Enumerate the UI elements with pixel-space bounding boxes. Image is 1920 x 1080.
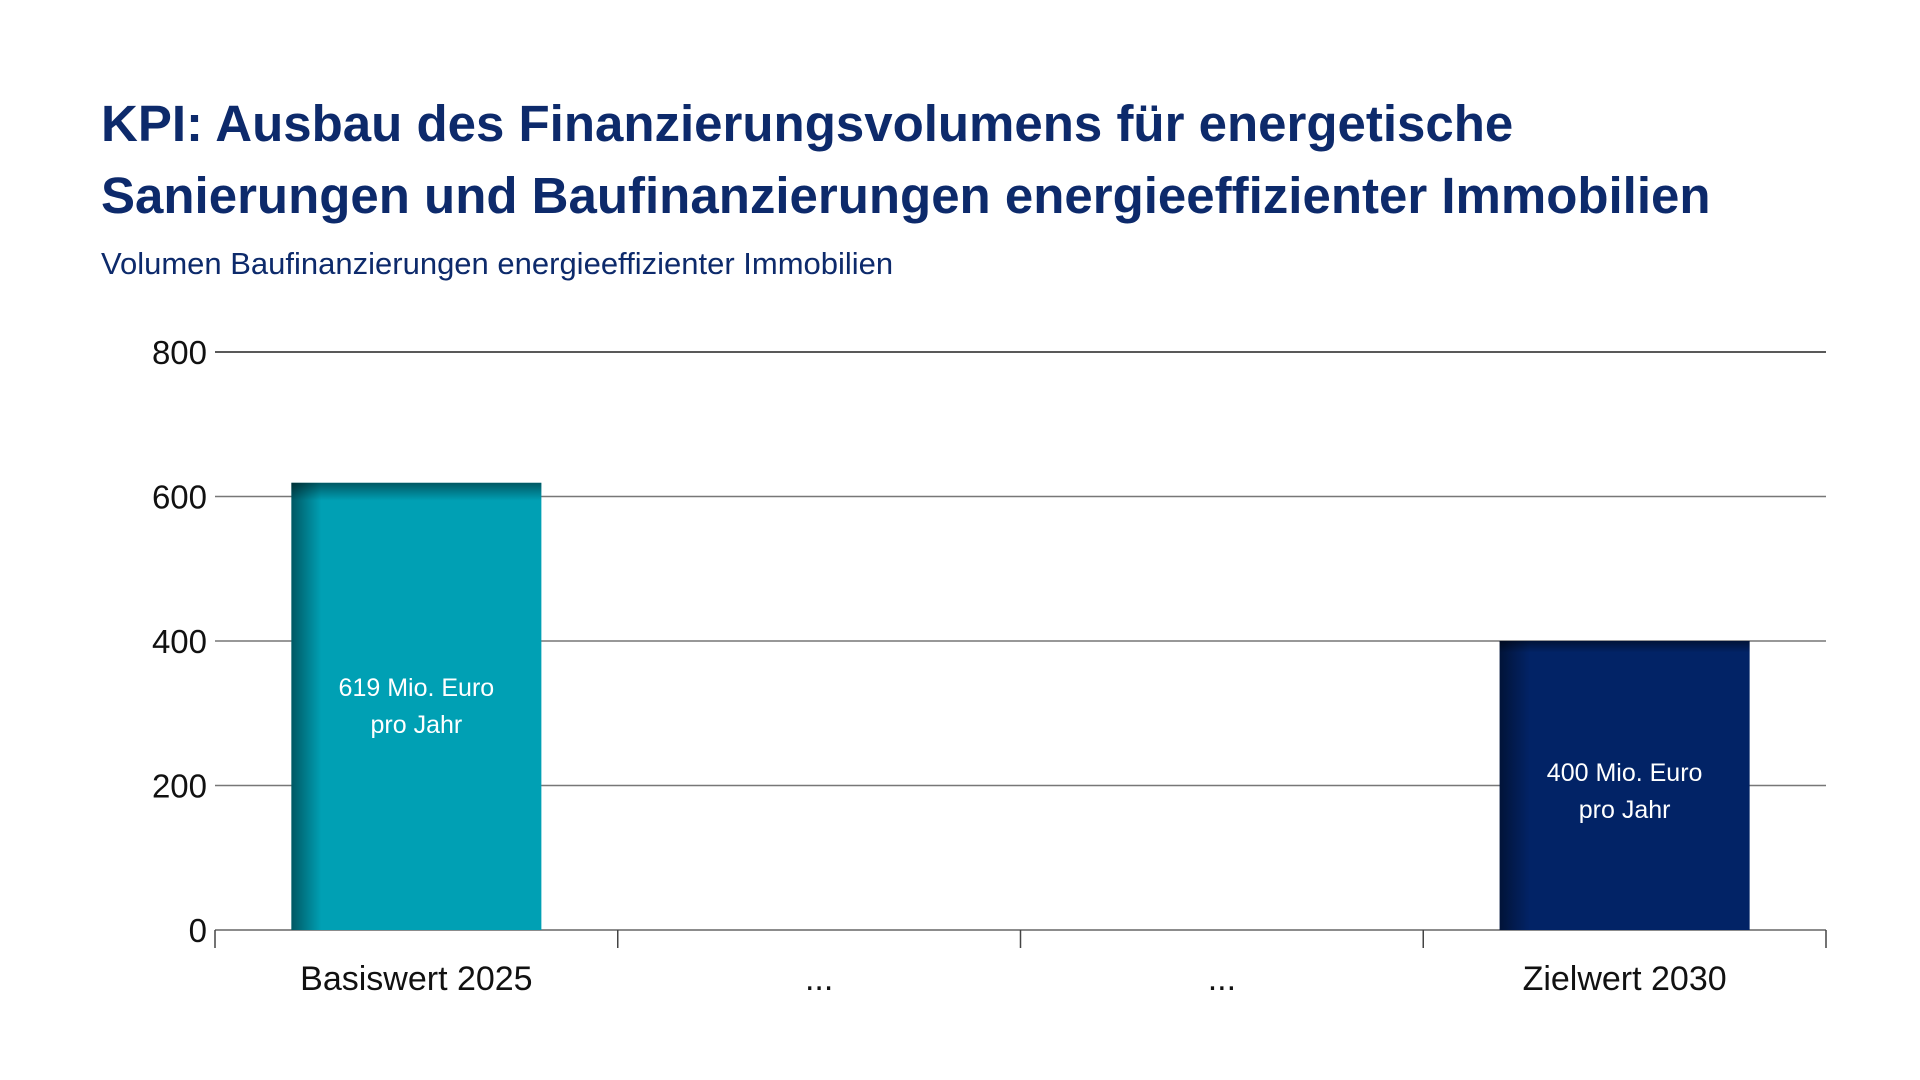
y-tick-label: 800 bbox=[152, 334, 207, 371]
chart-title-line-1: KPI: Ausbau des Finanzierungsvolumens fü… bbox=[101, 95, 1514, 152]
bar-shade bbox=[291, 482, 542, 930]
chart-title: KPI: Ausbau des Finanzierungsvolumens fü… bbox=[101, 88, 1901, 232]
x-category-label: ... bbox=[1208, 960, 1236, 998]
bar-data-label: pro Jahr bbox=[1579, 796, 1671, 824]
y-tick-label: 0 bbox=[189, 912, 207, 949]
bar-data-label: pro Jahr bbox=[371, 711, 463, 739]
y-tick-label: 200 bbox=[152, 768, 207, 805]
bar-data-label: 400 Mio. Euro bbox=[1547, 759, 1703, 787]
x-category-label: Basiswert 2025 bbox=[300, 960, 532, 998]
chart-subtitle: Volumen Baufinanzierungen energieeffizie… bbox=[101, 246, 894, 281]
bar-shade bbox=[1499, 641, 1750, 930]
x-category-label: ... bbox=[805, 960, 833, 998]
chart-title-line-2: Sanierungen und Baufinanzierungen energi… bbox=[101, 167, 1711, 224]
bar-data-label: 619 Mio. Euro bbox=[339, 674, 495, 702]
y-tick-label: 400 bbox=[152, 623, 207, 660]
x-category-label: Zielwert 2030 bbox=[1523, 960, 1727, 998]
y-tick-label: 600 bbox=[152, 479, 207, 516]
